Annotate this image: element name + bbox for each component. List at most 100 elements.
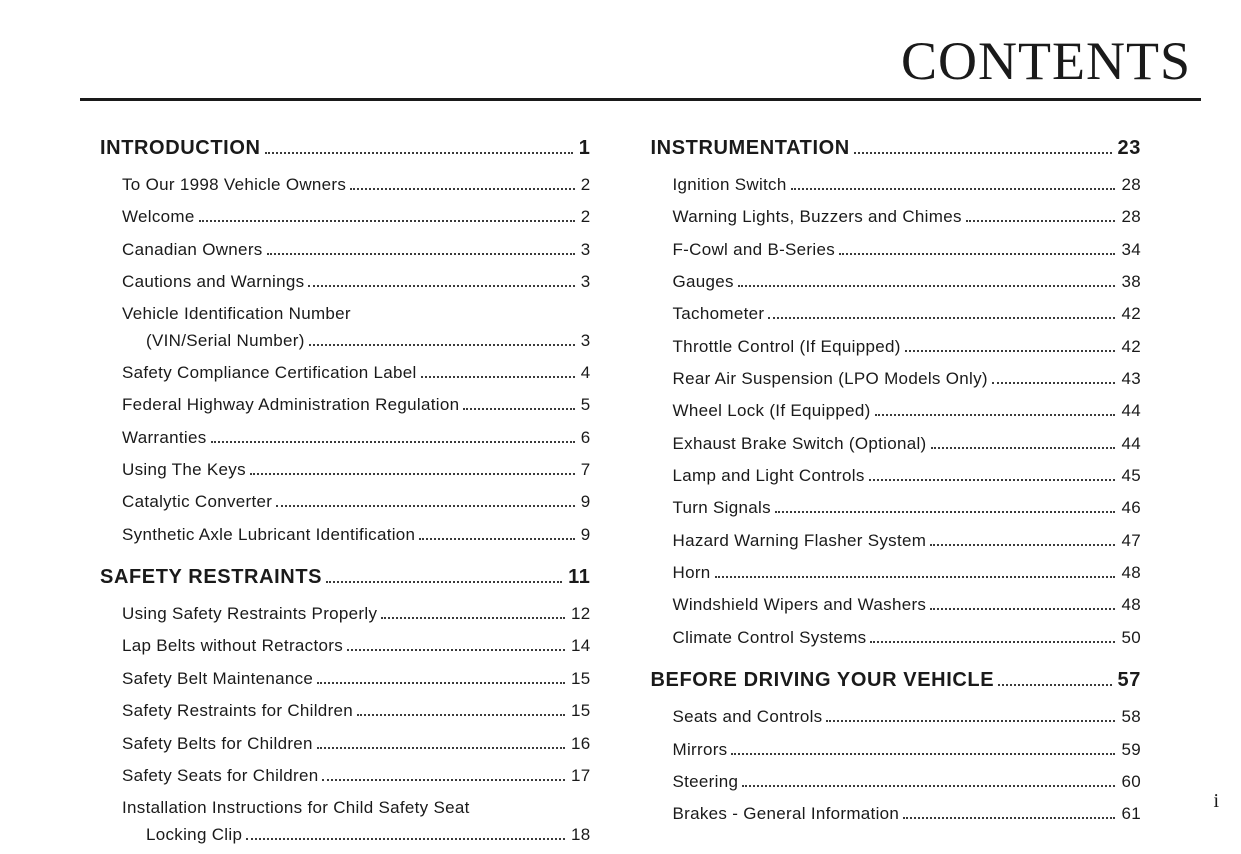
toc-label: Cautions and Warnings [100, 269, 304, 295]
toc-label: Wheel Lock (If Equipped) [651, 398, 871, 424]
toc-entry-row: Exhaust Brake Switch (Optional)44 [651, 431, 1142, 457]
toc-entry-row: Gauges38 [651, 269, 1142, 295]
toc-page-number: 17 [569, 763, 591, 789]
toc-label: BEFORE DRIVING YOUR VEHICLE [651, 665, 995, 696]
toc-label: Canadian Owners [100, 237, 263, 263]
toc-leader-dots [870, 641, 1115, 643]
toc-leader-dots [931, 447, 1116, 449]
toc-leader-dots [869, 479, 1116, 481]
toc-leader-dots [276, 505, 574, 507]
toc-entry-row: Tachometer42 [651, 301, 1142, 327]
toc-leader-dots [905, 350, 1116, 352]
toc-label: Safety Belts for Children [100, 731, 313, 757]
toc-page-number: 34 [1119, 237, 1141, 263]
toc-section-row: INTRODUCTION1 [100, 133, 591, 164]
toc-leader-dots [738, 285, 1116, 287]
toc-page-number: 48 [1119, 560, 1141, 586]
toc-leader-dots [211, 441, 575, 443]
toc-label: Safety Belt Maintenance [100, 666, 313, 692]
toc-entry-row: Lamp and Light Controls 45 [651, 463, 1142, 489]
toc-page-number: 4 [579, 360, 591, 386]
toc-entry-row: Windshield Wipers and Washers48 [651, 592, 1142, 618]
toc-leader-dots [350, 188, 575, 190]
toc-label: INTRODUCTION [100, 133, 261, 164]
toc-entry-row: Seats and Controls58 [651, 704, 1142, 730]
toc-page-number: 61 [1119, 801, 1141, 827]
toc-page-number: 16 [569, 731, 591, 757]
toc-page-number: 58 [1119, 704, 1141, 730]
toc-page-number: 3 [579, 328, 591, 354]
toc-label: (VIN/Serial Number) [100, 328, 305, 354]
page-title: CONTENTS [80, 30, 1201, 101]
toc-label: Throttle Control (If Equipped) [651, 334, 901, 360]
toc-page-number: 50 [1119, 625, 1141, 651]
toc-entry-row: Cautions and Warnings3 [100, 269, 591, 295]
toc-leader-dots [839, 253, 1115, 255]
toc-leader-dots [731, 753, 1115, 755]
toc-label: SAFETY RESTRAINTS [100, 562, 322, 593]
toc-label: Climate Control Systems [651, 625, 867, 651]
toc-page-number: 59 [1119, 737, 1141, 763]
toc-label: Mirrors [651, 737, 728, 763]
toc-column-right: INSTRUMENTATION23Ignition Switch28Warnin… [651, 133, 1142, 854]
toc-page-number: 15 [569, 666, 591, 692]
toc-label: To Our 1998 Vehicle Owners [100, 172, 346, 198]
toc-label: Brakes - General Information [651, 801, 900, 827]
toc-entry-row: To Our 1998 Vehicle Owners 2 [100, 172, 591, 198]
toc-entry-row: Federal Highway Administration Regulatio… [100, 392, 591, 418]
toc-label: Vehicle Identification Number [100, 301, 351, 327]
toc-leader-dots [992, 382, 1116, 384]
toc-label: Installation Instructions for Child Safe… [100, 795, 470, 821]
page-folio: i [1213, 790, 1219, 813]
toc-leader-dots [357, 714, 565, 716]
toc-entry-row: Horn48 [651, 560, 1142, 586]
toc-entry-row: Warning Lights, Buzzers and Chimes28 [651, 204, 1142, 230]
toc-entry-row: Safety Restraints for Children 15 [100, 698, 591, 724]
toc-page-number: 5 [579, 392, 591, 418]
toc-label: Warning Lights, Buzzers and Chimes [651, 204, 962, 230]
toc-page-number: 15 [569, 698, 591, 724]
toc-leader-dots [930, 544, 1115, 546]
toc-entry-row: Lap Belts without Retractors14 [100, 633, 591, 659]
toc-page-number: 28 [1119, 172, 1141, 198]
toc-leader-dots [463, 408, 574, 410]
toc-label: Safety Restraints for Children [100, 698, 353, 724]
toc-entry-row: Warranties6 [100, 425, 591, 451]
toc-entry-row: Hazard Warning Flasher System47 [651, 528, 1142, 554]
toc-page-number: 44 [1119, 431, 1141, 457]
toc-label: Catalytic Converter [100, 489, 272, 515]
toc-label: Turn Signals [651, 495, 771, 521]
toc-leader-dots [903, 817, 1115, 819]
toc-label: Synthetic Axle Lubricant Identification [100, 522, 415, 548]
toc-leader-dots [875, 414, 1116, 416]
toc-entry-row: Safety Belts for Children 16 [100, 731, 591, 757]
toc-leader-dots [309, 344, 575, 346]
toc-leader-dots [775, 511, 1116, 513]
toc-leader-dots [267, 253, 575, 255]
toc-label: Lamp and Light Controls [651, 463, 865, 489]
toc-leader-dots [854, 152, 1112, 154]
toc-page-number: 42 [1119, 301, 1141, 327]
toc-entry-row: Wheel Lock (If Equipped)44 [651, 398, 1142, 424]
toc-column-left: INTRODUCTION1 To Our 1998 Vehicle Owners 2… [100, 133, 591, 854]
toc-leader-dots [347, 649, 565, 651]
toc-page-number: 57 [1116, 665, 1141, 696]
toc-entry-row: Ignition Switch28 [651, 172, 1142, 198]
toc-entry-row: Rear Air Suspension (LPO Models Only) 43 [651, 366, 1142, 392]
toc-leader-dots [966, 220, 1116, 222]
toc-page-number: 2 [579, 172, 591, 198]
toc-page-number: 7 [579, 457, 591, 483]
toc-leader-dots [308, 285, 574, 287]
toc-leader-dots [742, 785, 1115, 787]
toc-label: Federal Highway Administration Regulatio… [100, 392, 459, 418]
toc-entry-row: Brakes - General Information 61 [651, 801, 1142, 827]
toc-leader-dots [768, 317, 1115, 319]
toc-entry-row: Using The Keys7 [100, 457, 591, 483]
toc-page-number: 45 [1119, 463, 1141, 489]
toc-leader-dots [930, 608, 1115, 610]
toc-leader-dots [791, 188, 1116, 190]
toc-page-number: 43 [1119, 366, 1141, 392]
toc-page-number: 2 [579, 204, 591, 230]
toc-leader-dots [326, 581, 562, 583]
toc-label: Rear Air Suspension (LPO Models Only) [651, 366, 988, 392]
